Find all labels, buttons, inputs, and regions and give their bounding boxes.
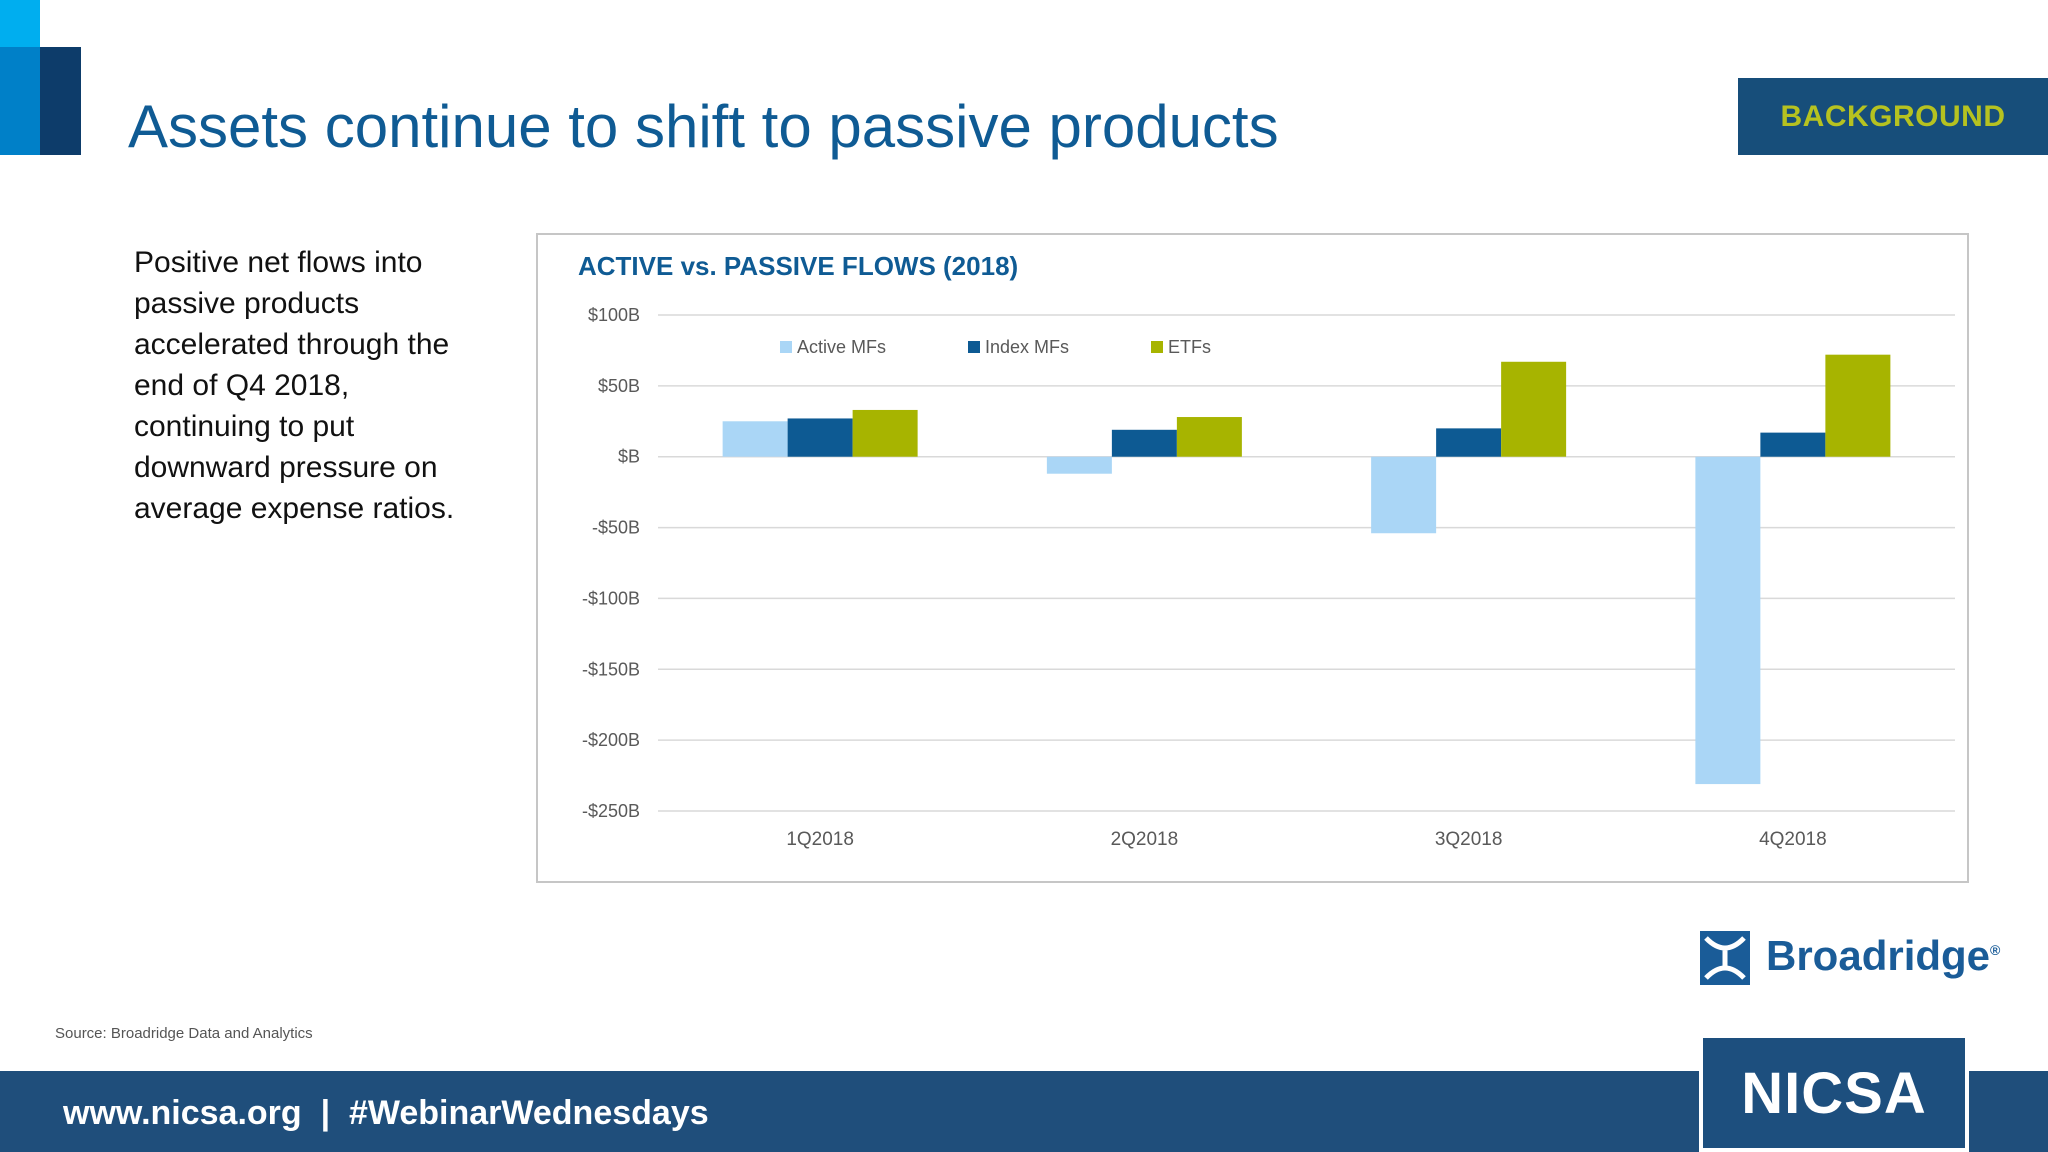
y-tick-label: -$50B	[592, 518, 640, 538]
legend-label: Index MFs	[985, 337, 1069, 357]
source-note: Source: Broadridge Data and Analytics	[55, 1025, 313, 1042]
legend-label: Active MFs	[797, 337, 886, 357]
x-tick-label: 4Q2018	[1759, 829, 1827, 850]
flows-bar-chart: ACTIVE vs. PASSIVE FLOWS (2018) $100B $50B…	[578, 251, 1955, 850]
legend-swatch	[780, 341, 792, 353]
y-tick-label: -$100B	[582, 588, 640, 608]
x-tick-label: 3Q2018	[1435, 829, 1503, 850]
x-tick-label: 2Q2018	[1111, 829, 1179, 850]
bar-index	[1111, 429, 1177, 457]
broadridge-name-text: Broadridge	[1766, 932, 1991, 979]
bar-index	[787, 418, 853, 457]
bar-index	[1760, 432, 1826, 457]
chart-title: ACTIVE vs. PASSIVE FLOWS (2018)	[578, 251, 1018, 281]
bar-index	[1436, 428, 1502, 457]
nicsa-logo-text: NICSA	[1741, 1060, 1927, 1126]
y-tick-label: -$250B	[582, 801, 640, 821]
page-title: Assets continue to shift to passive prod…	[128, 93, 1279, 160]
legend-label: ETFs	[1168, 337, 1211, 357]
intro-text: Positive net flows into passive products…	[134, 246, 455, 525]
bar-etf	[1825, 354, 1891, 457]
bar-active	[1046, 456, 1112, 474]
bar-active	[1371, 456, 1437, 534]
y-tick-label: $50B	[598, 376, 640, 396]
y-tick-label: $B	[618, 447, 640, 467]
y-tick-label: -$150B	[582, 659, 640, 679]
corner-accent-mid	[0, 47, 40, 155]
bar-etf	[1501, 361, 1567, 457]
nicsa-logo: NICSA	[1699, 1034, 1969, 1152]
bar-etf	[1176, 417, 1242, 457]
bar-active	[722, 421, 788, 457]
section-badge: BACKGROUND	[1738, 78, 2048, 155]
bar-etf	[852, 409, 918, 457]
corner-accent-light	[0, 0, 40, 47]
broadridge-wordmark: Broadridge®	[1766, 932, 2000, 980]
footer-text: www.nicsa.org | #WebinarWednesdays	[63, 1094, 709, 1132]
registered-mark: ®	[1990, 942, 2001, 958]
y-tick-label: -$200B	[582, 730, 640, 750]
legend-swatch	[968, 341, 980, 353]
chart-panel: ACTIVE vs. PASSIVE FLOWS (2018) $100B $50B…	[536, 233, 1969, 883]
broadridge-logo	[1700, 931, 1750, 985]
corner-accent-dark	[40, 47, 81, 155]
y-tick-label: $100B	[588, 305, 640, 325]
legend-swatch	[1151, 341, 1163, 353]
bar-active	[1695, 456, 1761, 785]
x-tick-label: 1Q2018	[786, 829, 854, 850]
